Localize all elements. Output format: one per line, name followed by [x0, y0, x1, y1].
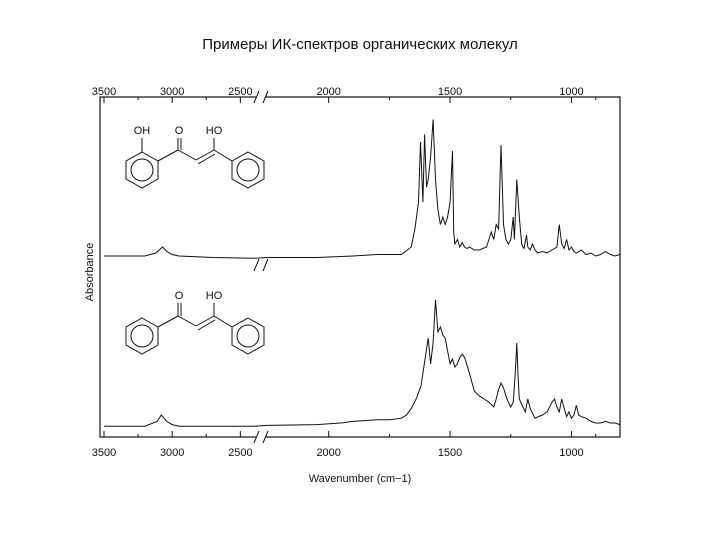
- molecule-top-label-oh: OH: [134, 125, 151, 137]
- top-axis-ticks: 3500 3000 2500 2000 1500 1000: [92, 86, 597, 103]
- page-title: Примеры ИК-спектров органических молекул: [202, 36, 518, 53]
- bottom-tick-label-2500: 2500: [228, 447, 252, 459]
- bottom-tick-label-1000: 1000: [559, 447, 583, 459]
- molecule-top-label-ho: HO: [206, 125, 223, 137]
- aromatic-circle-left-bottom: [130, 324, 154, 348]
- break-slash-top-2: [262, 90, 269, 104]
- break-slash-mid-1: [253, 258, 260, 272]
- break-gap-bottom: [256, 434, 266, 440]
- break-slash-top-1: [253, 90, 260, 104]
- break-slash-bottom-1: [253, 430, 260, 444]
- molecule-bottom-label-o: O: [175, 290, 184, 302]
- spectrum-line-top: [104, 119, 621, 259]
- chain-bond-bottom-1: [157, 315, 179, 328]
- y-axis-label: Absorbance: [84, 243, 96, 302]
- aromatic-circle-left-top: [130, 158, 154, 182]
- top-tick-label-3500: 3500: [92, 86, 116, 98]
- break-gap-top: [256, 94, 266, 100]
- spectrum-line-bottom: [104, 299, 621, 427]
- enol-double-bond-bottom-b: [197, 319, 216, 331]
- chain-bond-top-3: [213, 149, 233, 162]
- enol-double-bond-top-b: [197, 153, 216, 165]
- chain-bond-bottom-3: [213, 315, 233, 328]
- break-slash-mid-2: [262, 258, 269, 272]
- chain-bond-top-2: [177, 149, 197, 161]
- axis-break-marks: [253, 90, 269, 444]
- aromatic-circle-right-bottom: [236, 324, 260, 348]
- top-tick-label-3000: 3000: [160, 86, 184, 98]
- bottom-axis-ticks: 3500 3000 2500 2000 1500 1000: [92, 431, 597, 459]
- molecule-structure-bottom: [125, 303, 265, 355]
- break-gap-mid: [256, 262, 266, 268]
- top-tick-label-1500: 1500: [438, 86, 462, 98]
- chain-bond-top-1: [157, 149, 179, 162]
- molecule-structure-top: [125, 138, 265, 189]
- bottom-tick-label-3500: 3500: [92, 447, 116, 459]
- bottom-tick-label-1500: 1500: [438, 447, 462, 459]
- enol-double-bond-top: [195, 149, 215, 161]
- top-tick-label-2000: 2000: [316, 86, 340, 98]
- chain-bond-bottom-2: [177, 315, 197, 327]
- molecule-top-label-o: O: [175, 125, 184, 137]
- aromatic-circle-right-top: [236, 158, 260, 182]
- x-axis-label: Wavenumber (cm−1): [309, 473, 412, 485]
- bottom-tick-label-2000: 2000: [316, 447, 340, 459]
- break-slash-bottom-2: [262, 430, 269, 444]
- top-tick-label-2500: 2500: [228, 86, 252, 98]
- bottom-tick-label-3000: 3000: [160, 447, 184, 459]
- plot-frame: [99, 96, 621, 438]
- enol-double-bond-bottom: [195, 315, 215, 327]
- top-tick-label-1000: 1000: [559, 86, 583, 98]
- molecule-bottom-label-ho: HO: [206, 290, 223, 302]
